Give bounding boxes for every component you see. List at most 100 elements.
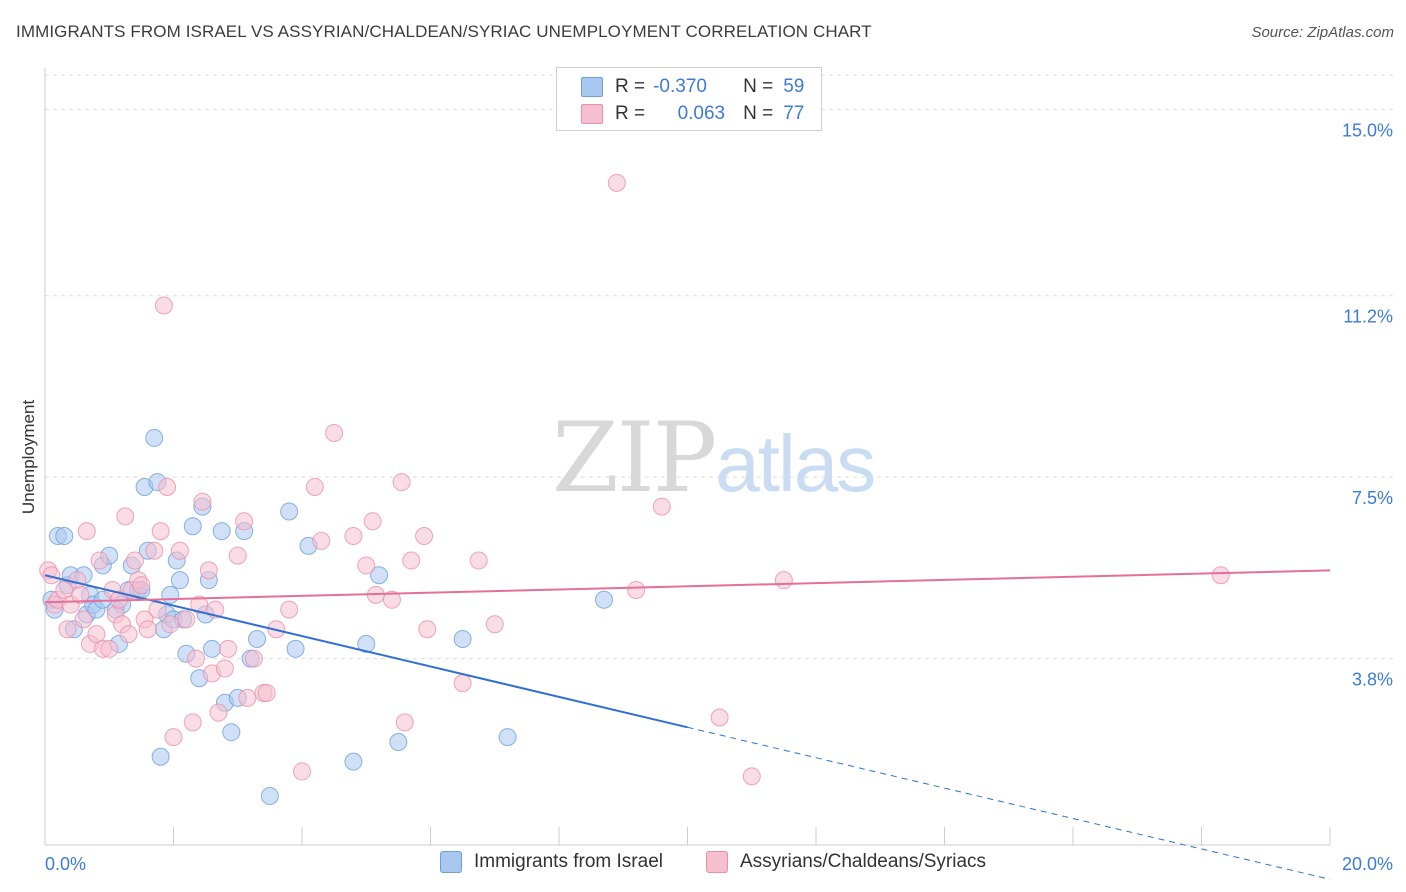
x-tick-label: 20.0% — [1342, 854, 1393, 874]
y-axis-title: Unemployment — [19, 400, 38, 515]
assyrian-point — [119, 625, 138, 644]
assyrian-point — [183, 713, 202, 732]
assyrian-point — [652, 497, 671, 516]
israel-point — [344, 752, 363, 771]
assyrian-point — [74, 610, 93, 629]
assyrian-point — [154, 296, 173, 315]
assyrian-point — [170, 541, 189, 560]
watermark: ZIPatlas — [552, 402, 876, 514]
assyrian-point — [395, 713, 414, 732]
series-legend-label: Assyrians/Chaldeans/Syriacs — [740, 851, 987, 872]
assyrian-point — [164, 728, 183, 747]
assyrian-point — [186, 649, 205, 668]
assyrian-point — [280, 600, 299, 619]
israel-point — [594, 590, 613, 609]
assyrian-point — [228, 546, 247, 565]
legend-swatch-pink — [581, 104, 603, 124]
israel-point — [212, 522, 231, 541]
israel-point — [183, 517, 202, 536]
assyrian-point — [68, 571, 87, 590]
assyrian-point — [402, 551, 421, 570]
assyrian-point — [469, 551, 488, 570]
assyrian-point — [190, 595, 209, 614]
assyrian-point — [710, 708, 729, 727]
israel-point — [170, 571, 189, 590]
assyrian-point — [244, 649, 263, 668]
israel-trend-extension — [687, 726, 1331, 880]
watermark-zip: ZIP — [552, 402, 717, 514]
assyrian-point — [382, 590, 401, 609]
series-legend-label: Immigrants from Israel — [474, 851, 663, 872]
axis-layer — [44, 68, 1331, 846]
trend-layer — [44, 569, 1331, 880]
label-layer: 3.8% 7.5% 11.2% 15.0% 0.0% 20.0% Unemployment — [19, 120, 1393, 874]
grid-layer — [45, 74, 1395, 660]
assyrian-point — [392, 473, 411, 492]
assyrian-point — [90, 551, 109, 570]
israel-point — [248, 630, 267, 649]
legend-r-label: R = — [615, 76, 646, 97]
series-legend-israel: Immigrants from Israel — [440, 851, 663, 873]
israel-point — [161, 585, 180, 604]
x-tick-label: 0.0% — [45, 854, 86, 874]
assyrian-point — [100, 639, 119, 658]
assyrian-point — [627, 580, 646, 599]
israel-trend-line — [44, 574, 688, 729]
legend-r-value: 0.063 — [677, 103, 726, 124]
assyrian-point — [116, 507, 135, 526]
assyrian-point — [132, 576, 151, 595]
legend-n-label: N = — [743, 103, 774, 124]
legend-n-value: 59 — [783, 76, 805, 97]
assyrian-point — [125, 551, 144, 570]
assyrian-point — [219, 639, 238, 658]
assyrian-point — [235, 512, 254, 531]
chart-title: IMMIGRANTS FROM ISRAEL VS ASSYRIAN/CHALD… — [16, 22, 872, 41]
y-tick-label: 11.2% — [1343, 307, 1393, 327]
assyrian-point — [158, 477, 177, 496]
assyrian-point — [209, 703, 228, 722]
israel-point — [145, 428, 164, 447]
legend-r-label: R = — [615, 103, 646, 124]
israel-point — [357, 634, 376, 653]
israel-point — [453, 630, 472, 649]
legend-n-value: 77 — [783, 103, 805, 124]
assyrian-trend-line — [44, 569, 1331, 604]
legend-r-value: -0.370 — [653, 76, 707, 97]
assyrian-point — [257, 683, 276, 702]
assyrian-point — [742, 767, 761, 786]
israel-point — [55, 527, 74, 546]
y-tick-label: 7.5% — [1352, 488, 1393, 508]
assyrian-point — [325, 424, 344, 443]
source-credit: Source: ZipAtlas.com — [1251, 24, 1394, 41]
assyrian-point — [1211, 566, 1230, 585]
legend-n-label: N = — [743, 76, 774, 97]
points-layer — [39, 173, 1230, 805]
assyrian-point — [607, 173, 626, 192]
watermark-atlas: atlas — [715, 419, 876, 508]
legend-row-israel: R = -0.370 N = 59 — [581, 74, 804, 100]
legend-row-assyrian: R = 0.063 N = 77 — [581, 101, 804, 127]
series-swatch-blue — [440, 851, 462, 873]
assyrian-point — [415, 527, 434, 546]
assyrian-point — [215, 659, 234, 678]
assyrian-point — [145, 541, 164, 560]
series-legend-assyrian: Assyrians/Chaldeans/Syriacs — [706, 851, 986, 873]
assyrian-point — [161, 615, 180, 634]
assyrian-point — [42, 566, 61, 585]
assyrian-point — [71, 585, 90, 604]
assyrian-point — [774, 571, 793, 590]
israel-point — [370, 566, 389, 585]
y-tick-label: 3.8% — [1352, 670, 1393, 690]
assyrian-point — [199, 561, 218, 580]
y-tick-label: 15.0% — [1342, 120, 1393, 140]
assyrian-point — [453, 674, 472, 693]
israel-point — [222, 723, 241, 742]
assyrian-point — [485, 615, 504, 634]
israel-point — [260, 786, 279, 805]
assyrian-point — [293, 762, 311, 781]
assyrian-point — [363, 512, 382, 531]
assyrian-point — [58, 620, 77, 639]
assyrian-point — [193, 492, 212, 511]
israel-point — [151, 747, 170, 766]
